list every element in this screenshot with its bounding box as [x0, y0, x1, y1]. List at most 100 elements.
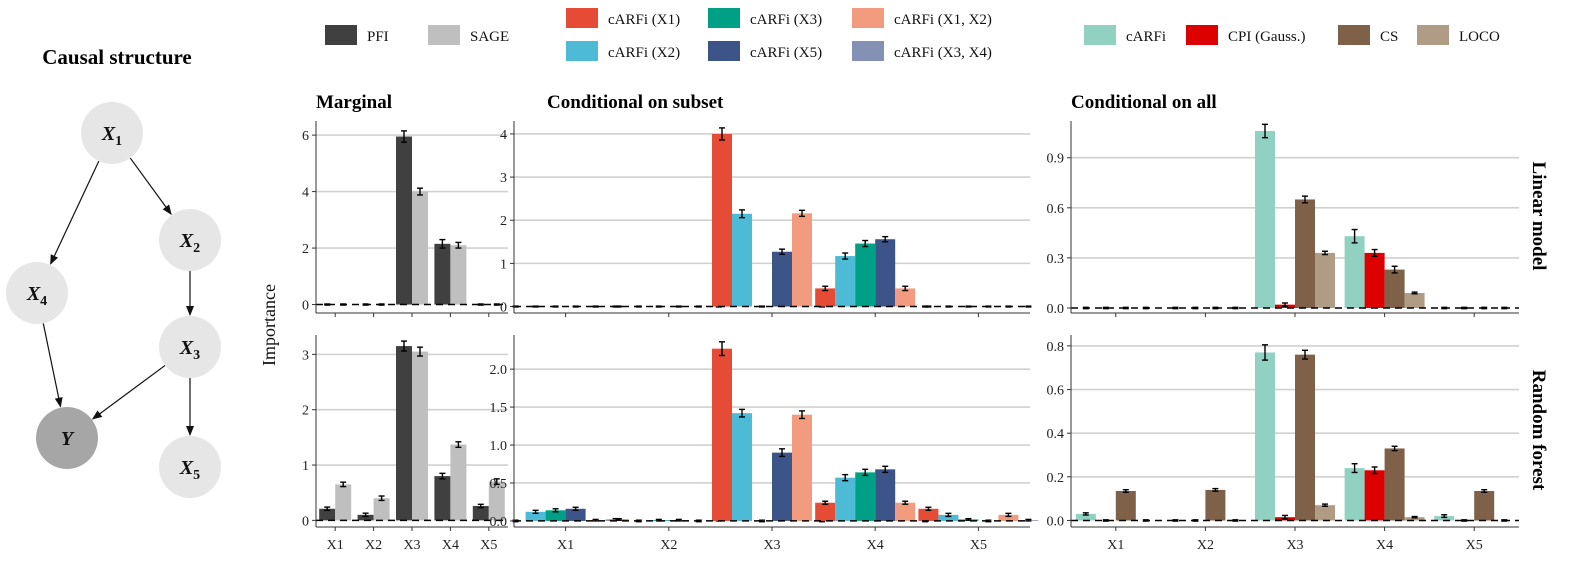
- bar-x3-pfi: [396, 136, 412, 305]
- y-tick-label: 0.5: [490, 477, 508, 492]
- dag-edges: [42, 157, 194, 436]
- y-tick-label: 0.8: [1047, 340, 1065, 355]
- legend-item: cARFi (X5): [708, 41, 822, 61]
- legend-label: SAGE: [470, 29, 509, 45]
- dag-node-circle: [159, 436, 221, 498]
- error-bar: [1371, 248, 1378, 257]
- panel-all-rf: 0.0 0.2 0.4 0.6 0.8 X1 X2 X3 X4 X5: [1047, 335, 1519, 553]
- bar-x4-cs: [1384, 269, 1405, 308]
- y-tick-label: 0.3: [1047, 252, 1065, 267]
- error-bar: [592, 305, 599, 308]
- panel-marginal-linear: 0 2 4 6: [302, 121, 508, 317]
- error-bar: [1371, 466, 1378, 475]
- bar-x5-carfi-x2: [938, 514, 959, 521]
- dag-edge-x4-y: [42, 323, 63, 408]
- bar-x3-carfi-x5: [772, 251, 792, 307]
- bar-x3-carfi: [1255, 352, 1275, 521]
- error-bar: [1391, 445, 1398, 452]
- x-tick-label: X5: [480, 538, 497, 553]
- error-bar: [1441, 514, 1448, 519]
- y-tick-label: 3: [302, 348, 309, 363]
- legend-label: PFI: [367, 29, 389, 45]
- legend-item: cARFi (X3): [708, 8, 822, 28]
- x-tick-label: X2: [365, 538, 382, 553]
- error-bar: [378, 495, 385, 502]
- bar-x4-cpi-gauss: [1364, 252, 1385, 308]
- legend-label: cARFi (X3): [750, 12, 822, 28]
- error-bar: [1282, 514, 1288, 520]
- x-tick-label: X2: [1197, 538, 1214, 553]
- legend-label: cARFi: [1126, 29, 1166, 45]
- x-tick-label: X3: [403, 538, 420, 553]
- bar-x3-carfi-x5: [772, 452, 792, 521]
- bar-x1-pfi: [319, 508, 336, 521]
- error-bar: [902, 285, 909, 292]
- dag-node-label: Y: [61, 428, 75, 450]
- dag-node-label: X1: [101, 123, 122, 149]
- error-bar: [477, 503, 484, 509]
- bar-x3-carfi-x2: [732, 213, 752, 307]
- bar-x3-cs: [1295, 354, 1315, 521]
- error-bar: [1025, 518, 1032, 522]
- bar-x3-loco: [1315, 252, 1335, 308]
- bar-x3-cs: [1295, 199, 1315, 308]
- bar-x5-carfi-x1-x2: [998, 514, 1019, 521]
- error-bar: [842, 473, 849, 482]
- error-bar: [532, 509, 539, 515]
- legend-item: cARFi (X3, X4): [852, 41, 992, 61]
- error-bar: [1212, 487, 1219, 492]
- bar-x1-cs: [1115, 491, 1136, 521]
- y-tick-label: 1: [302, 459, 309, 474]
- bar-x3-loco: [1315, 505, 1335, 521]
- bar-x4-carfi: [1344, 468, 1365, 521]
- error-bar: [1262, 344, 1268, 361]
- error-bar: [1322, 503, 1328, 507]
- bar-x4-carfi-x1-x2: [895, 502, 916, 521]
- error-bar: [1025, 305, 1032, 308]
- x-tick-label: X5: [1466, 538, 1483, 553]
- panel-subset-linear: 0 1 2 3 4: [500, 121, 1032, 317]
- y-axis-label: Importance: [259, 284, 279, 366]
- legend-label: CPI (Gauss.): [1228, 29, 1306, 45]
- legend-swatch: [708, 8, 740, 28]
- error-bar: [615, 517, 622, 521]
- error-bar: [945, 512, 952, 518]
- bar-x3-carfi-x1-x2: [792, 213, 812, 307]
- legend-swatch: [852, 41, 884, 61]
- bar-x4-sage: [450, 245, 467, 305]
- error-bar: [1122, 488, 1129, 494]
- bar-x4-loco: [1404, 517, 1425, 521]
- x-tick-label: X3: [763, 538, 780, 553]
- error-bar: [799, 410, 805, 420]
- error-bar: [779, 248, 785, 256]
- y-tick-label: 2: [302, 242, 309, 257]
- y-tick-label: 1: [500, 257, 507, 272]
- error-bar: [862, 468, 869, 477]
- error-bar: [799, 209, 805, 218]
- error-bar: [739, 408, 745, 418]
- bar-x4-loco: [1404, 292, 1425, 308]
- error-bar: [455, 241, 462, 249]
- error-bar: [759, 519, 765, 523]
- legend-swatch: [1084, 25, 1116, 45]
- bar-x3-sage: [412, 351, 428, 521]
- error-bar: [1005, 512, 1012, 518]
- bar-x4-carfi-x5: [875, 469, 896, 521]
- legend-swatch: [566, 8, 598, 28]
- error-bar: [1411, 515, 1418, 519]
- bar-x3-sage: [412, 191, 428, 305]
- dag-node-x5: X5: [159, 436, 221, 498]
- error-bar: [822, 500, 829, 505]
- dag-node-circle: [6, 262, 68, 324]
- bar-x4-pfi: [434, 476, 451, 521]
- dag-node-x3: X3: [159, 316, 221, 378]
- legend-item: LOCO: [1417, 25, 1500, 45]
- y-tick-label: 3: [500, 171, 507, 186]
- panel-all-linear: 0.0 0.3 0.6 0.9: [1047, 121, 1519, 317]
- dag-node-y: Y: [36, 407, 98, 469]
- y-tick-label: 0.9: [1047, 152, 1065, 167]
- legend-item: cARFi (X1, X2): [852, 8, 992, 28]
- error-bar: [719, 127, 725, 141]
- bar-x5-pfi: [472, 505, 489, 521]
- error-bar: [882, 465, 889, 474]
